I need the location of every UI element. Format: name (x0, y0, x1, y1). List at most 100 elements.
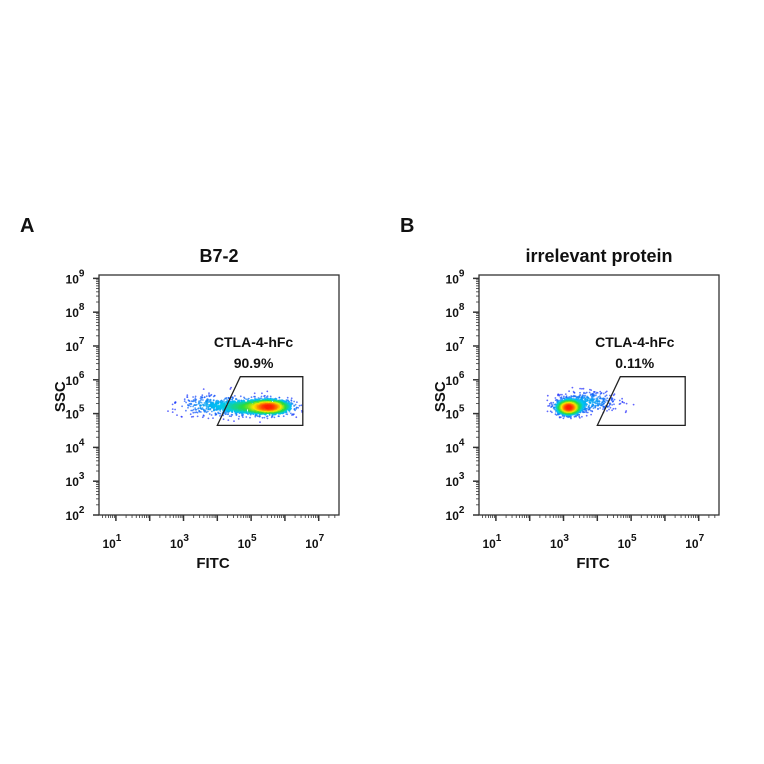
event-dot (192, 399, 195, 401)
event-dot (548, 404, 551, 407)
event-dot (246, 398, 249, 401)
event-dot (261, 392, 263, 395)
event-dot (599, 397, 601, 400)
event-dot (608, 402, 611, 405)
event-dot (603, 402, 605, 405)
event-dot (218, 412, 221, 415)
event-dot (192, 415, 195, 418)
event-dot (230, 415, 233, 418)
event-dot (204, 404, 206, 407)
event-dot (202, 388, 205, 390)
tick-exponent: 6 (79, 370, 85, 381)
event-dot (199, 399, 202, 402)
y-tick-label: 105 (446, 404, 465, 422)
event-dot (555, 411, 557, 413)
panel-letter: B (400, 215, 414, 237)
event-dot (285, 413, 288, 415)
event-dot (591, 400, 593, 403)
event-dot (300, 404, 303, 407)
event-dot (273, 416, 276, 419)
event-dot (213, 408, 215, 411)
event-dot (608, 408, 610, 411)
event-dot (194, 400, 196, 402)
event-dot (584, 394, 587, 397)
event-dot (194, 395, 197, 398)
event-dot (612, 407, 615, 410)
y-axis-label: SSC (52, 381, 69, 412)
event-dot (207, 410, 209, 413)
event-dot (171, 403, 174, 406)
gate-polygon (216, 376, 304, 427)
event-dot (589, 409, 592, 412)
y-tick-label: 107 (446, 336, 465, 354)
event-dot (606, 410, 608, 412)
event-dot (604, 391, 607, 394)
event-dot (573, 395, 575, 398)
y-tick-label: 104 (446, 437, 465, 455)
event-dot (212, 399, 215, 402)
tick-base: 10 (66, 441, 80, 455)
tick-exponent: 1 (496, 533, 502, 544)
x-tick-label: 101 (482, 533, 501, 551)
event-dot (596, 392, 599, 394)
event-dot (554, 413, 557, 416)
event-dot (171, 408, 174, 410)
event-dot (174, 402, 177, 404)
x-tick-label: 107 (685, 533, 704, 551)
tick-base: 10 (238, 537, 252, 551)
gate-percent: 0.11% (615, 355, 654, 371)
event-dot (207, 405, 210, 408)
event-dot (591, 410, 593, 412)
event-dot (259, 421, 261, 423)
tick-exponent: 7 (79, 336, 85, 347)
event-dot (237, 418, 240, 420)
tick-exponent: 3 (459, 471, 465, 482)
y-tick-label: 107 (66, 336, 85, 354)
event-dot (606, 400, 609, 402)
tick-base: 10 (618, 537, 632, 551)
event-dot (269, 395, 272, 398)
event-dot (597, 407, 599, 410)
plot-frame (98, 274, 340, 516)
event-dot (189, 405, 192, 408)
event-dot (562, 417, 565, 420)
y-tick-label: 105 (66, 404, 85, 422)
y-tick-label: 102 (446, 505, 465, 523)
event-dot (558, 416, 561, 418)
event-dot (585, 414, 588, 417)
event-dot (560, 416, 562, 418)
event-dot (231, 399, 233, 401)
x-axis-label: FITC (196, 555, 229, 572)
event-dot (579, 387, 581, 390)
event-dot (606, 397, 609, 400)
y-tick-label: 109 (446, 268, 465, 286)
event-dot (199, 406, 202, 409)
event-dot (207, 417, 210, 420)
event-dot (594, 404, 597, 407)
event-dot (254, 415, 257, 418)
event-dot (200, 401, 203, 404)
event-dot (282, 415, 285, 418)
event-dot (591, 404, 593, 407)
event-dot (202, 399, 204, 401)
tick-base: 10 (66, 340, 80, 354)
event-dot (223, 399, 226, 401)
event-dot (599, 395, 601, 397)
event-dot (243, 397, 246, 400)
x-axis-label: FITC (576, 555, 609, 572)
event-dot (567, 406, 570, 409)
event-dot (581, 387, 583, 390)
event-dot (195, 408, 198, 411)
event-dot (203, 396, 206, 399)
event-dot (285, 399, 288, 401)
event-dot (235, 398, 238, 401)
tick-exponent: 3 (183, 533, 189, 544)
event-dot (546, 394, 549, 397)
tick-base: 10 (66, 509, 80, 523)
tick-exponent: 9 (459, 268, 465, 279)
event-dot (602, 408, 604, 410)
event-dot (609, 406, 612, 409)
event-dot (198, 403, 201, 405)
event-dot (188, 400, 191, 402)
y-axis-label: SSC (432, 381, 449, 412)
